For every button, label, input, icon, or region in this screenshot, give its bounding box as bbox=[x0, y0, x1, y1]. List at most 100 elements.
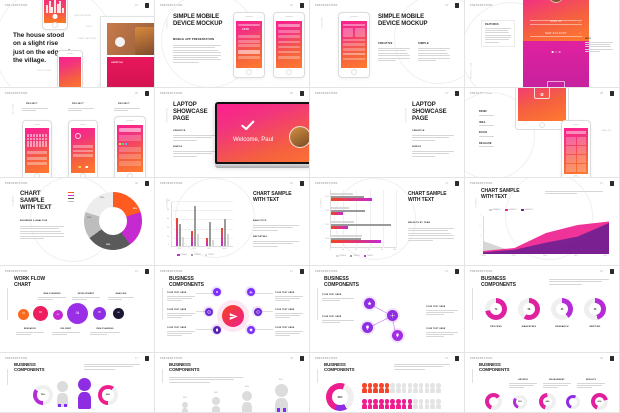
info-panel: FEATURES bbox=[481, 20, 515, 47]
caption-start: START THE STORY bbox=[78, 38, 97, 40]
slide-page-number: 19 bbox=[445, 357, 448, 360]
feature-card[interactable]: LIFESTYLE Read the story bbox=[100, 16, 154, 87]
phone-home-button bbox=[52, 21, 58, 28]
chart-subtitle: BUSINESS & ANALYSIS bbox=[20, 220, 48, 222]
satellite-node-2[interactable] bbox=[246, 287, 255, 296]
pictogram-row-2 bbox=[362, 399, 441, 410]
slide-chart-donut[interactable]: PRESENTATION 09 CHARTS CHART SAMPLE WITH… bbox=[0, 178, 155, 266]
clipboard-icon bbox=[215, 328, 218, 331]
slide-chart-area[interactable]: PRESENTATION 12 CHARTS CHART SAMPLE WITH… bbox=[465, 178, 620, 266]
caption-read-on: READ ON bbox=[601, 130, 611, 132]
chart-legend bbox=[68, 192, 74, 202]
donut-small-1[interactable]: 58% bbox=[485, 393, 502, 410]
slide-people-scale[interactable]: PRESENTATION 18 BUSINESS COMPONENTS 25% … bbox=[155, 353, 310, 413]
pictogram-donut[interactable]: 64% bbox=[326, 383, 354, 411]
satellite-node-6[interactable] bbox=[246, 325, 255, 334]
slide-pictogram[interactable]: PRESENTATION 19 BUSINESS COMPONENTS 64% bbox=[310, 353, 465, 413]
sign-in-button[interactable]: SIGN IN › bbox=[529, 19, 583, 25]
satellite-node-5[interactable] bbox=[212, 325, 221, 334]
satellite-node-4[interactable] bbox=[253, 307, 262, 316]
satellite-node-1[interactable] bbox=[212, 287, 221, 296]
gauge-1[interactable]: 35% bbox=[33, 385, 53, 405]
brand-mark-icon bbox=[145, 181, 149, 186]
slide-quote-phones[interactable]: PRESENTATION 01 DISCOVER MORE S bbox=[0, 0, 155, 88]
slide-header-label: PRESENTATION bbox=[315, 4, 338, 7]
slide-tablet-phone-mockup[interactable]: PRESENTATION 08 BRIEF IDEA BUILD RELEASE bbox=[465, 88, 620, 178]
slide-page-number: 20 bbox=[600, 357, 603, 360]
donut-small-3[interactable]: 44% bbox=[539, 393, 556, 410]
phone-time: 12:45 bbox=[242, 27, 249, 31]
progress-ring-2[interactable]: 58 bbox=[518, 298, 540, 320]
satellite-node-3[interactable] bbox=[204, 307, 213, 316]
slide-page-number: 07 bbox=[445, 92, 448, 95]
area-chart-plot[interactable]: 7 5 3 1 2014 2015 2016 2017 2018 bbox=[479, 215, 609, 257]
progress-ring-4[interactable]: 46 bbox=[584, 298, 606, 320]
slide-business-hub[interactable]: PRESENTATION 14 BUSINESS COMPONENTS YOUR… bbox=[155, 266, 310, 353]
phone-screen bbox=[70, 128, 96, 173]
tree-node-3[interactable] bbox=[387, 310, 398, 321]
slide-mobile-mockup-left[interactable]: PRESENTATION 02 MOCKUP SIMPLE MOBILE DEV… bbox=[155, 0, 310, 88]
center-node[interactable] bbox=[222, 305, 244, 327]
bar-group-2016 bbox=[191, 205, 200, 247]
slide-three-phone-comparison[interactable]: PRESENTATION 05 DEVICES PROJECT PROJECT … bbox=[0, 88, 155, 178]
person-figure-1 bbox=[57, 381, 68, 407]
slide-header-label: PRESENTATION bbox=[315, 92, 338, 95]
chart-legend: ITEM A ITEM B ITEM C bbox=[177, 254, 214, 256]
slide-work-flow-chart[interactable]: PRESENTATION 13 WORK FLOW CHART IDEA PLA… bbox=[0, 266, 155, 353]
slide-donut-row[interactable]: PRESENTATION 20 BUSINESS COMPONENTS GROW… bbox=[465, 353, 620, 413]
side-label: DEVICES bbox=[11, 104, 13, 116]
slide-subtitle: MOBILE APP PRESENTATION bbox=[173, 38, 215, 41]
flow-node-6[interactable]: 06 bbox=[113, 308, 124, 319]
donut-small-2[interactable]: 30% bbox=[513, 395, 527, 409]
sub-a: CREATIVE bbox=[412, 130, 425, 132]
settings-icon bbox=[390, 313, 395, 318]
donut-small-5[interactable]: 66% bbox=[591, 393, 608, 410]
gauge-2[interactable]: 60% bbox=[98, 385, 118, 405]
column-chart-plot[interactable]: 100 80 60 40 20 0 bbox=[167, 200, 233, 250]
slide-header-label: PRESENTATION bbox=[160, 357, 183, 360]
brand-mark-icon bbox=[300, 356, 304, 361]
slide-title: BUSINESS COMPONENTS bbox=[324, 362, 355, 373]
screen-greeting: Welcome, Paul bbox=[233, 137, 274, 143]
slide-header-label: PRESENTATION bbox=[5, 92, 28, 95]
slide-laptop-showcase-right[interactable]: PRESENTATION 07 SHOWCASE LAPTOP SHOWCASE… bbox=[310, 88, 465, 178]
scale-label-1: 25% bbox=[183, 397, 188, 399]
flow-node-5[interactable]: 05 bbox=[93, 307, 106, 320]
slide-header-label: PRESENTATION bbox=[5, 357, 28, 360]
chart-icon bbox=[249, 290, 252, 293]
tree-node-1[interactable] bbox=[364, 298, 375, 309]
slide-business-tree[interactable]: PRESENTATION 15 BUSINESS COMPONENTS YOUR… bbox=[310, 266, 465, 353]
flow-node-2[interactable]: 02 bbox=[33, 306, 48, 321]
pagination-dots[interactable] bbox=[551, 51, 561, 53]
column-a-title: CREATIVE bbox=[378, 42, 393, 45]
slide-laptop-showcase-left[interactable]: PRESENTATION 06 SHOWCASE LAPTOP SHOWCASE… bbox=[155, 88, 310, 178]
progress-ring-3[interactable]: 40 bbox=[551, 298, 573, 320]
slide-mobile-mockup-right[interactable]: PRESENTATION 03 MOCKUP SIMPLE MOBILE DEV… bbox=[310, 0, 465, 88]
donut-label-4: 15% bbox=[87, 217, 92, 219]
body-copy bbox=[173, 45, 221, 63]
slide-chart-column[interactable]: PRESENTATION 10 CHARTS 100 80 60 40 20 0 bbox=[155, 178, 310, 266]
slide-page-number: 08 bbox=[600, 92, 603, 95]
flow-node-1[interactable]: 01 bbox=[18, 309, 29, 320]
slide-chart-bar[interactable]: PRESENTATION 11 CHARTS bbox=[310, 178, 465, 266]
progress-ring-1[interactable]: 72 bbox=[485, 298, 507, 320]
tree-node-2[interactable] bbox=[362, 322, 373, 333]
slide-people-gauges[interactable]: PRESENTATION 17 BUSINESS COMPONENTS 35% … bbox=[0, 353, 155, 413]
gear-icon bbox=[215, 290, 218, 293]
donut-label-5: 20% bbox=[100, 197, 105, 199]
donut-chart[interactable]: 20% 25% 15% 20% bbox=[84, 192, 142, 250]
hub-label-right-3: YOUR TEXT HERE bbox=[275, 327, 303, 337]
bar-chart-plot[interactable]: 2015 2016 2017 2018 0 20 40 60 80 100 bbox=[325, 190, 397, 251]
slide-title: BUSINESS COMPONENTS bbox=[479, 362, 510, 373]
slide-progress-rings[interactable]: PRESENTATION 16 BUSINESS COMPONENTS 72 5… bbox=[465, 266, 620, 353]
panel-title: FEATURES bbox=[485, 24, 499, 26]
new-account-button[interactable]: NEW ACCOUNT › bbox=[529, 32, 583, 37]
donut-small-4[interactable]: 52% bbox=[566, 395, 580, 409]
y-axis bbox=[171, 201, 172, 247]
flow-node-3[interactable]: 03 bbox=[53, 310, 63, 320]
brand-mark-icon bbox=[455, 3, 459, 8]
slide-copy bbox=[169, 377, 243, 383]
flow-node-4[interactable]: 04 bbox=[67, 303, 88, 324]
slide-fullscreen-app[interactable]: PRESENTATION APP SCREEN FEATURES SIGN IN… bbox=[465, 0, 620, 88]
tree-node-4[interactable] bbox=[392, 330, 403, 341]
